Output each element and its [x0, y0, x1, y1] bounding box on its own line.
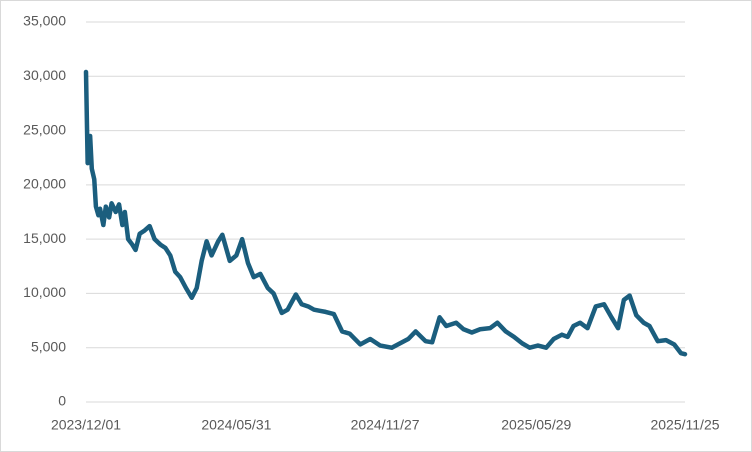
- x-tick-label: 2025/11/25: [650, 417, 719, 433]
- data-line: [83, 69, 688, 357]
- y-tick-label: 15,000: [23, 230, 66, 246]
- y-tick-label: 5,000: [31, 338, 66, 354]
- x-tick-label: 2023/12/01: [51, 417, 121, 433]
- y-tick-label: 30,000: [23, 67, 66, 83]
- y-tick-label: 0: [58, 393, 66, 409]
- y-tick-label: 25,000: [23, 121, 66, 137]
- x-tick-label: 2025/05/29: [501, 417, 571, 433]
- x-tick-label: 2024/11/27: [351, 417, 420, 433]
- y-tick-label: 35,000: [23, 13, 66, 29]
- y-tick-label: 10,000: [23, 284, 66, 300]
- y-tick-label: 20,000: [23, 176, 66, 192]
- x-tick-label: 2024/05/31: [201, 417, 271, 433]
